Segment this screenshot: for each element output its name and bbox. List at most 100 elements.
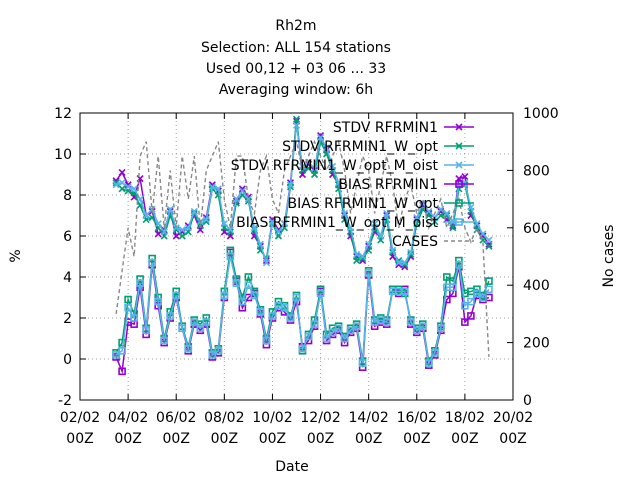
data-point xyxy=(418,322,427,331)
data-point xyxy=(286,181,295,189)
data-point xyxy=(371,220,379,228)
data-point xyxy=(142,211,150,220)
data-point xyxy=(347,224,355,232)
data-point xyxy=(214,346,223,355)
data-point xyxy=(142,326,150,335)
data-point xyxy=(286,314,295,322)
data-point xyxy=(328,328,337,337)
data-point xyxy=(196,324,205,333)
data-point xyxy=(389,246,397,254)
data-point xyxy=(136,279,144,287)
legend-label: STDV RFRMIN1_W_opt xyxy=(282,139,438,155)
data-point xyxy=(353,250,361,259)
data-point xyxy=(304,332,313,341)
data-point xyxy=(274,228,283,236)
data-point xyxy=(118,179,126,187)
data-point xyxy=(160,228,168,236)
x-tick-label: 00Z xyxy=(451,431,478,447)
y-tick-label: 10 xyxy=(54,147,72,163)
x-tick-label: 00Z xyxy=(403,431,430,447)
series-layer xyxy=(112,115,493,376)
axes: 02/02 00Z 04/02 00Z 06/02 00Z 08/02 00Z 10/02 00Z… xyxy=(54,106,558,447)
data-point xyxy=(238,297,247,306)
data-point xyxy=(437,324,445,333)
data-point xyxy=(274,297,283,306)
data-point xyxy=(406,318,415,326)
legend-entry: STDV RFRMIN1_W_opt_M_oist xyxy=(231,158,474,174)
data-point xyxy=(244,195,252,203)
data-point xyxy=(419,199,427,207)
data-point xyxy=(250,224,258,232)
data-point xyxy=(220,291,229,300)
data-point xyxy=(329,162,337,170)
x-tick-label: 08/02 xyxy=(204,410,244,426)
data-point xyxy=(118,168,126,177)
data-point xyxy=(449,283,457,292)
y-tick-label: -2 xyxy=(58,393,72,409)
x-tick-label: 00Z xyxy=(355,431,382,447)
data-point xyxy=(292,115,301,123)
data-point xyxy=(118,185,126,193)
data-point xyxy=(178,226,186,234)
data-point xyxy=(226,226,234,234)
data-point xyxy=(407,248,415,256)
data-point xyxy=(455,260,463,269)
title-line-4: Averaging window: 6h xyxy=(219,82,373,98)
data-point xyxy=(112,181,120,189)
y2-tick-label: 1000 xyxy=(523,106,559,122)
data-point xyxy=(154,220,162,228)
x-tick-label: 00Z xyxy=(307,431,334,447)
x-tick-label: 02/02 xyxy=(60,410,100,426)
data-point xyxy=(341,209,349,218)
data-point xyxy=(238,185,246,193)
data-point xyxy=(412,326,421,335)
data-point xyxy=(292,121,301,129)
data-point xyxy=(178,324,187,333)
data-point xyxy=(226,228,234,236)
x-tick-label: 10/02 xyxy=(252,410,292,426)
data-point xyxy=(473,285,481,294)
data-point xyxy=(467,297,475,306)
y-tick-label: 8 xyxy=(63,188,72,204)
data-point xyxy=(467,203,475,211)
legend-entry: BIAS RFRMIN1 xyxy=(338,177,474,193)
data-point xyxy=(473,289,481,298)
data-point xyxy=(359,252,367,261)
y-tick-label: 4 xyxy=(63,270,72,286)
legend: STDV RFRMIN1 STDV RFRMIN1_W_opt STDV RFRMI… xyxy=(231,120,474,250)
x-axis-label: Date xyxy=(275,459,308,475)
x-tick-label: 00Z xyxy=(211,431,238,447)
legend-label: STDV RFRMIN1_W_opt_M_oist xyxy=(231,158,439,174)
data-point xyxy=(280,220,289,228)
data-point xyxy=(310,164,319,172)
data-point xyxy=(148,258,156,267)
legend-marker xyxy=(455,199,463,207)
x-tick-label: 04/02 xyxy=(108,410,148,426)
data-point xyxy=(292,293,301,302)
data-point xyxy=(455,256,463,265)
data-point xyxy=(377,232,385,240)
data-point xyxy=(322,334,331,343)
x-tick-label: 18/02 xyxy=(445,410,485,426)
data-point xyxy=(160,336,168,345)
data-point xyxy=(401,259,409,267)
legend-label: BIAS RFRMIN1 xyxy=(338,177,438,193)
x-tick-label: 00Z xyxy=(114,431,141,447)
data-point xyxy=(148,254,156,263)
x-tick-label: 16/02 xyxy=(397,410,437,426)
data-point xyxy=(479,293,487,302)
data-point xyxy=(268,218,277,226)
plot-frame xyxy=(79,112,514,401)
data-point xyxy=(485,277,493,285)
legend-marker xyxy=(455,123,463,131)
data-point xyxy=(323,144,331,152)
data-point xyxy=(346,326,355,335)
y-axis-label: % xyxy=(8,249,24,262)
x-tick-label: 14/02 xyxy=(348,410,388,426)
data-point xyxy=(154,230,162,238)
series-2 xyxy=(112,121,493,267)
data-point xyxy=(365,240,373,248)
x-tick-label: 00Z xyxy=(66,431,93,447)
data-point xyxy=(208,183,216,191)
